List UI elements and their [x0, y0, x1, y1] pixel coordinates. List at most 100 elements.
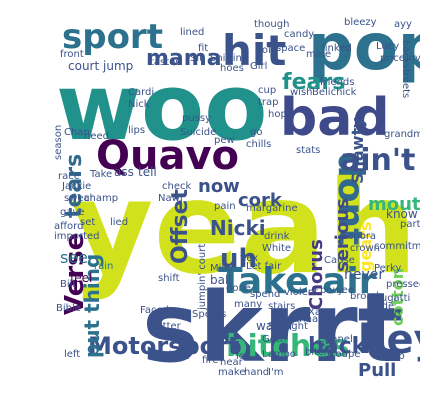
word-rain: rain: [94, 261, 114, 272]
word-mille: Mille: [210, 263, 234, 274]
word-fit: fit: [198, 43, 209, 54]
word-wanna: wanna: [285, 314, 319, 325]
word-im: I'm: [268, 367, 284, 378]
word-broad: broad: [350, 291, 379, 302]
word-need: need: [84, 131, 109, 142]
word-lucy: Lucy: [376, 41, 400, 52]
word-belichick: Belichick: [312, 87, 357, 98]
word-many: many: [234, 299, 263, 310]
word-court-jump: court jump: [68, 59, 134, 73]
word-yeah: yeah: [70, 154, 418, 303]
word-pain: pain: [214, 201, 236, 212]
word-tell: tell: [138, 165, 157, 179]
word-champ: champ: [84, 193, 119, 204]
word-cause: Cause: [324, 255, 355, 266]
word-cloud: yeah skrrt woo pop bad hit sport Quavo T…: [50, 10, 420, 380]
word-perky: Perky: [374, 263, 402, 274]
word-price: price: [380, 53, 405, 64]
word-boujee: boujee: [320, 285, 354, 296]
word-sit: Sit: [190, 53, 204, 64]
word-go: go: [250, 127, 263, 138]
word-lips: lips: [128, 125, 146, 136]
word-spend: spend: [250, 289, 281, 300]
word-margarine: margarine: [246, 203, 298, 214]
word-know: know: [386, 207, 418, 221]
word-faced: Faced: [140, 305, 169, 316]
word-gotti: Gotti: [262, 334, 287, 345]
word-watch: watch: [256, 319, 293, 333]
word-flex: flex: [240, 253, 259, 264]
word-see: see: [60, 248, 89, 267]
word-quavo: Quavo: [96, 133, 240, 179]
word-swear: swear: [64, 193, 94, 204]
word-imported: imported: [54, 231, 100, 242]
word-space: space: [276, 43, 306, 54]
word-hand: hand: [244, 367, 270, 378]
word-rrrr: rrrr: [386, 307, 402, 318]
word-fears: fears: [282, 70, 346, 95]
word-drink: drink: [264, 231, 290, 242]
word-ass: ass: [114, 165, 134, 179]
word-wish: wish: [290, 87, 313, 98]
word-cardi: Cardi: [128, 87, 155, 98]
word-senora: senora: [342, 231, 377, 242]
word-ball: ball: [210, 273, 232, 287]
word-chan: Chan: [64, 127, 90, 138]
word-commitment: commitment: [374, 241, 420, 252]
word-left: left: [64, 349, 81, 360]
word-spears: Spears: [192, 309, 227, 320]
word-grandma: grandma: [384, 129, 420, 140]
word-take-air: Take air: [218, 261, 377, 302]
word-butter: butter: [150, 321, 181, 332]
word-crown: crown: [350, 243, 381, 254]
word-never: never: [344, 267, 385, 283]
word-bitches: bitches: [226, 329, 350, 364]
word-friends: friends: [320, 77, 355, 88]
word-lambo: Lambo: [262, 349, 296, 360]
word-linked: linked: [322, 43, 352, 54]
word-gave: gave: [60, 207, 85, 218]
word-hoes: hoes: [220, 63, 244, 74]
word-love: love: [406, 53, 420, 64]
word-bugatti: Bugatti: [374, 293, 411, 304]
word-bleezy: bleezy: [344, 17, 377, 28]
word-nicki: Nicki: [210, 216, 266, 240]
word-hit: hit: [222, 26, 287, 75]
word-chorus: Chorus: [306, 239, 327, 310]
word-pussy: pussy: [182, 113, 212, 124]
word-nick: Nick: [128, 99, 150, 110]
word-mouth: mouth: [368, 194, 420, 215]
word-afford: afford: [54, 221, 84, 232]
word-shiftin: Shiftin': [210, 53, 245, 64]
word-let-fair: Let fair: [246, 261, 282, 272]
word-fade: fade: [372, 301, 395, 312]
word-motorsport: Motorsport: [88, 332, 240, 360]
word-cork: cork: [238, 190, 282, 211]
word-skrrt: skrrt: [142, 272, 404, 380]
word-done: done: [226, 283, 251, 294]
word-backstreets: backstreets: [400, 40, 411, 99]
word-bill: Bill: [60, 279, 76, 290]
word-now: now: [198, 176, 240, 197]
word-suicide: Suicide: [180, 127, 217, 138]
word-told: told: [258, 45, 278, 56]
word-xans: Xans: [308, 307, 333, 318]
word-white: White: [262, 243, 292, 254]
word-wrap: wrap: [380, 351, 405, 362]
word-front: front: [60, 49, 84, 60]
word-lined: lined: [180, 27, 205, 38]
word-tastes: tastes: [150, 57, 181, 68]
word-chanels: Chanels: [318, 334, 358, 345]
word-chills: chills: [246, 139, 272, 150]
word-set: set: [80, 217, 96, 228]
word-woo: woo: [56, 54, 268, 161]
word-take: Take: [90, 169, 113, 180]
word-season: season: [53, 124, 64, 160]
word-ayy: ayy: [394, 19, 412, 30]
word-make: make: [218, 367, 246, 378]
word-fire: fire: [202, 355, 219, 366]
word-bible: Bible: [56, 303, 81, 314]
word-violent: violent: [284, 287, 319, 298]
word-mine: mine: [306, 49, 332, 60]
word-pop: pop: [308, 11, 420, 85]
